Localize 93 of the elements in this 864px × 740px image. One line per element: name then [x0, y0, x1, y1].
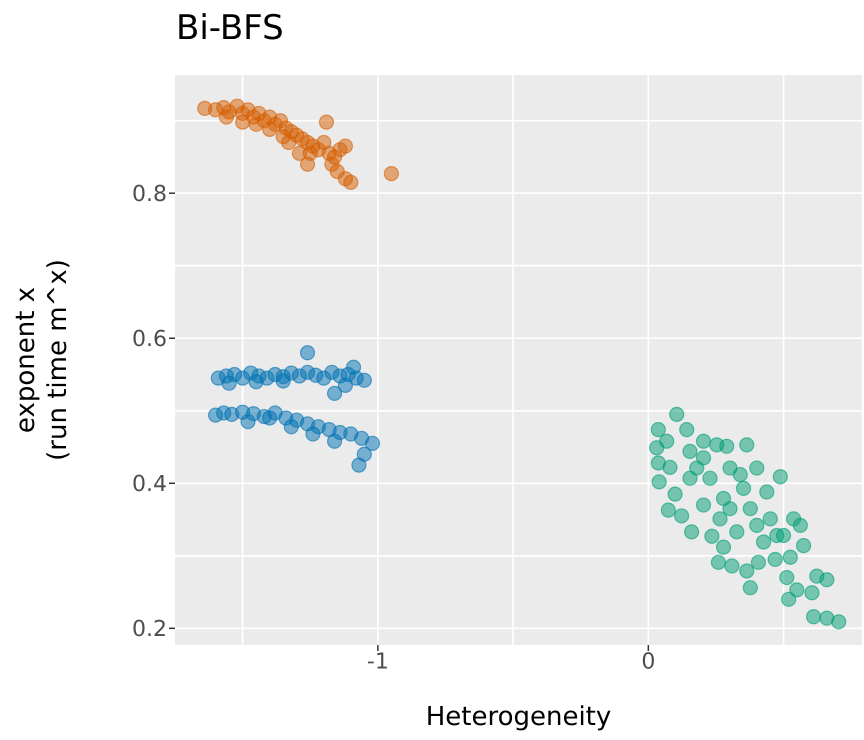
point [779, 570, 794, 586]
point [689, 460, 704, 476]
point [324, 156, 340, 172]
y-tick-label: 0.2 [132, 617, 167, 642]
point [356, 446, 372, 462]
point [338, 138, 353, 154]
point [384, 166, 399, 182]
point [684, 524, 700, 540]
point [679, 422, 694, 438]
y-tick-label: 0.4 [132, 472, 167, 498]
point [789, 582, 804, 598]
point [682, 444, 698, 459]
point [769, 528, 784, 544]
y-axis-title: exponent x (run time m^x) [11, 259, 73, 461]
point [742, 501, 758, 516]
point [649, 440, 664, 456]
point [724, 558, 740, 574]
point [696, 450, 712, 466]
point [719, 438, 734, 454]
point [819, 610, 834, 626]
point [354, 430, 370, 446]
point [338, 378, 353, 393]
point [782, 550, 798, 565]
point [704, 528, 720, 544]
x-tick-label: -1 [366, 650, 389, 675]
point [240, 414, 256, 430]
x-axis-title: Heterogeneity [426, 702, 612, 732]
point [749, 460, 764, 476]
point [248, 116, 264, 132]
point [248, 374, 264, 390]
point [750, 554, 766, 570]
point [759, 484, 774, 500]
point [302, 146, 318, 161]
point [356, 372, 372, 388]
point [300, 345, 316, 360]
point [346, 360, 362, 375]
point [716, 540, 732, 555]
point [652, 474, 667, 490]
chart-title: Bi-BFS [176, 8, 284, 48]
point [831, 614, 846, 630]
point [696, 434, 712, 449]
point [742, 580, 758, 596]
point [796, 538, 812, 554]
point [702, 470, 718, 486]
point [722, 460, 738, 476]
point [729, 524, 744, 540]
point [716, 490, 732, 506]
point [305, 426, 321, 442]
point [804, 585, 820, 600]
point [343, 174, 358, 190]
point [739, 437, 754, 452]
point [221, 376, 237, 391]
point [674, 508, 690, 524]
point [662, 460, 678, 475]
point [806, 609, 822, 624]
point [284, 419, 299, 434]
x-tick-label: 0 [641, 650, 656, 675]
point [316, 134, 332, 150]
point [318, 114, 334, 130]
point [235, 114, 250, 130]
point [792, 518, 808, 533]
point [660, 502, 676, 518]
y-tick-label: 0.6 [132, 327, 167, 352]
point [364, 436, 380, 451]
point [772, 469, 788, 484]
point [351, 458, 367, 473]
point [749, 518, 764, 533]
point [326, 434, 342, 449]
point [756, 534, 772, 550]
point [218, 109, 234, 125]
point [722, 501, 738, 516]
point [659, 434, 674, 449]
point [682, 470, 698, 486]
point [276, 373, 291, 389]
point [262, 410, 278, 426]
point [326, 386, 342, 401]
point [736, 480, 752, 496]
point [669, 406, 684, 422]
point [781, 592, 796, 607]
point [712, 511, 728, 526]
point [650, 422, 666, 438]
point [262, 122, 278, 137]
y-tick-label: 0.8 [132, 182, 167, 208]
point [696, 497, 712, 513]
point [710, 554, 726, 570]
point [650, 455, 666, 471]
point [739, 563, 754, 579]
point [819, 572, 834, 588]
point [668, 486, 683, 502]
point [732, 466, 748, 482]
point [281, 134, 296, 150]
point [762, 511, 778, 526]
point [768, 552, 783, 568]
